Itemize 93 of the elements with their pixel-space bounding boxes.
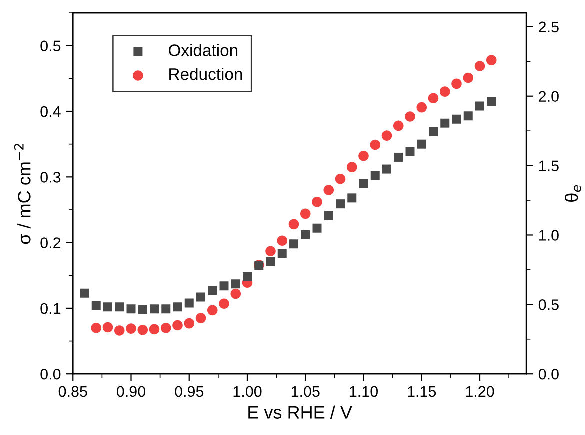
point — [346, 162, 358, 172]
y-tick-label: 0.0 — [40, 368, 61, 380]
point — [486, 55, 497, 66]
point — [440, 118, 450, 128]
point — [196, 313, 206, 324]
point — [230, 288, 242, 300]
point — [300, 208, 311, 220]
x-tick-label: 1.10 — [350, 386, 378, 398]
y2-axis-title: θ$_{e}$ — [565, 185, 582, 202]
y2-tick-label: 0.0 — [538, 368, 559, 380]
y-tick-label: 0.3 — [40, 172, 61, 183]
point — [114, 326, 125, 336]
point — [172, 320, 183, 331]
point — [312, 224, 322, 233]
point — [184, 298, 194, 308]
x-tick-label: 0.85 — [58, 386, 88, 398]
point — [196, 292, 206, 302]
point — [219, 298, 230, 310]
point — [335, 174, 346, 184]
point — [207, 305, 218, 316]
point — [278, 249, 287, 258]
point — [429, 127, 438, 136]
point — [91, 323, 102, 334]
y-axis-title: σ / mC cm$^{−2}$ — [14, 144, 31, 244]
point — [382, 164, 392, 174]
y-tick-label: 0.1 — [40, 303, 61, 314]
point — [104, 302, 112, 312]
x-tick-label: 1.15 — [408, 386, 436, 398]
point — [92, 301, 101, 310]
legend-label: Reduction — [170, 68, 242, 80]
x-tick-label: 1.05 — [292, 386, 320, 398]
y-tick-label: 0.2 — [40, 238, 61, 248]
x-tick-label: 0.90 — [116, 386, 146, 398]
point — [126, 324, 136, 334]
point — [324, 185, 334, 196]
y2-tick-label: 1.0 — [539, 230, 559, 241]
y2-tick-label: 1.5 — [539, 160, 559, 172]
point — [173, 302, 182, 312]
point — [405, 112, 416, 122]
point — [184, 318, 195, 329]
point — [463, 72, 474, 84]
point — [312, 196, 322, 208]
point — [476, 102, 484, 111]
point — [266, 257, 276, 266]
point — [301, 230, 310, 240]
point — [115, 302, 124, 312]
y2-tick-label: 0.5 — [538, 300, 559, 310]
point — [406, 147, 415, 156]
point — [370, 171, 380, 180]
point — [290, 240, 298, 249]
point — [80, 288, 90, 298]
point — [150, 304, 159, 314]
point — [487, 97, 496, 106]
point — [288, 219, 300, 230]
point — [417, 140, 426, 149]
point — [243, 272, 252, 282]
point — [138, 324, 148, 336]
point — [474, 61, 486, 72]
point — [348, 194, 357, 203]
point — [452, 114, 462, 124]
x-tick-label: 1.00 — [234, 386, 262, 398]
point — [138, 305, 148, 314]
x-tick-label: 0.95 — [175, 386, 204, 398]
point — [428, 93, 439, 104]
point — [231, 280, 240, 289]
x-axis-title: E vs RHE / V — [248, 406, 352, 419]
point — [370, 140, 381, 150]
point — [324, 211, 334, 220]
point — [277, 236, 288, 246]
y2-tick-label: 2.5 — [539, 22, 559, 33]
point — [394, 152, 404, 162]
point — [359, 179, 368, 188]
point — [393, 120, 404, 132]
y2-tick-label: 2.0 — [539, 91, 559, 102]
y-tick-label: 0.5 — [40, 40, 61, 52]
point — [336, 200, 345, 209]
point — [220, 282, 229, 291]
point — [266, 246, 276, 256]
legend-label: Oxidation — [168, 44, 238, 56]
point — [149, 324, 160, 335]
point — [126, 304, 136, 314]
point — [440, 86, 450, 97]
point — [452, 78, 462, 90]
point — [162, 304, 171, 314]
point — [160, 323, 172, 334]
x-tick-label: 1.20 — [466, 386, 494, 398]
point — [208, 286, 218, 296]
point — [102, 322, 114, 333]
point — [416, 102, 428, 113]
point — [358, 151, 369, 162]
y-tick-label: 0.4 — [40, 106, 61, 118]
point — [382, 130, 392, 141]
point — [464, 112, 473, 121]
